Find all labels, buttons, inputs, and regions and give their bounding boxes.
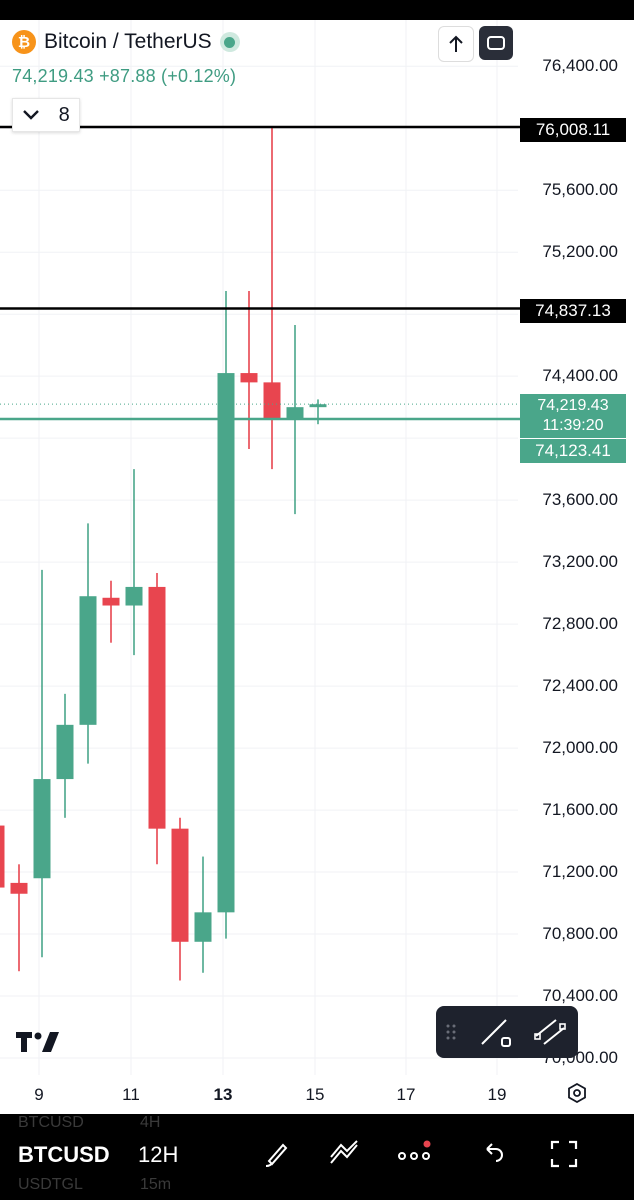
level-lines: [0, 125, 520, 421]
price-axis-label: 76,400.00: [542, 56, 618, 76]
price-axis-label: 72,800.00: [542, 614, 618, 634]
current-price-tag: 74,219.43 11:39:20: [520, 394, 626, 438]
price-axis-label: 70,800.00: [542, 924, 618, 944]
candle-body: [148, 586, 166, 829]
price-axis-label: 72,000.00: [542, 738, 618, 758]
fullscreen-icon[interactable]: [546, 1136, 582, 1172]
candle-body: [194, 912, 212, 942]
candle-countdown: 11:39:20: [542, 417, 604, 434]
expand-icon[interactable]: [479, 26, 513, 60]
timeframe-button[interactable]: 12H: [138, 1142, 179, 1167]
price-axis-label: 73,600.00: [542, 490, 618, 510]
time-label: 19: [487, 1085, 507, 1104]
more-icon[interactable]: [396, 1136, 432, 1172]
ghost-symbol: BTCUSD: [18, 1114, 84, 1131]
trend-line-icon[interactable]: [476, 1014, 512, 1050]
ghost-symbol: USDTGL: [18, 1176, 83, 1193]
arrow-up-icon[interactable]: [438, 26, 474, 62]
price-change: 74,219.43 +87.88 (+0.12%): [12, 66, 237, 86]
tradingview-logo: [16, 1030, 60, 1061]
indicator-count: 8: [58, 103, 70, 126]
status-bar: [0, 0, 634, 20]
ghost-timeframe: 4H: [140, 1114, 161, 1131]
symbol-header[interactable]: ₿ Bitcoin / TetherUS: [12, 30, 240, 54]
price-axis-label: 72,400.00: [542, 676, 618, 696]
candle-body: [125, 586, 143, 606]
candlestick-chart[interactable]: [0, 0, 634, 1114]
candle-body: [171, 828, 189, 942]
price-axis-label: 75,200.00: [542, 242, 618, 262]
candle-body: [263, 382, 281, 420]
level-high-tag: 76,008.11: [520, 118, 626, 142]
candles-group: [0, 126, 327, 981]
time-label: 11: [122, 1085, 140, 1104]
price-axis-label: 70,400.00: [542, 986, 618, 1006]
candle-body: [240, 373, 258, 383]
candle-body: [286, 407, 304, 420]
bitcoin-icon: ₿: [12, 30, 36, 54]
drag-handle-icon[interactable]: [446, 1022, 456, 1042]
candle-body: [56, 724, 74, 780]
price-axis-label: 74,400.00: [542, 366, 618, 386]
time-label: 15: [305, 1085, 325, 1104]
price-axis-label: 73,200.00: [542, 552, 618, 572]
price-axis-label: 71,600.00: [542, 800, 618, 820]
bottom-toolbar: BTCUSD 4H USDTGL 15m BTCUSD 12H: [0, 1114, 634, 1200]
pair-title[interactable]: Bitcoin / TetherUS: [44, 30, 212, 53]
parallel-channel-icon[interactable]: [532, 1014, 568, 1050]
market-open-icon: [219, 32, 240, 52]
drawing-tools-icon[interactable]: [326, 1136, 362, 1172]
candle-body: [79, 596, 97, 725]
drawing-toolbar[interactable]: [436, 1006, 578, 1058]
time-label: 9: [34, 1085, 44, 1104]
prev-close-tag: 74,123.41: [520, 439, 626, 463]
candle-body: [217, 373, 235, 913]
candle-body: [10, 882, 28, 894]
symbol-button[interactable]: BTCUSD: [18, 1142, 110, 1167]
price-axis-label: 71,200.00: [542, 862, 618, 882]
time-label: 17: [396, 1085, 416, 1104]
ghost-timeframe: 15m: [140, 1176, 172, 1193]
indicators-toggle-button[interactable]: 8: [12, 98, 80, 132]
candle-body: [102, 597, 120, 606]
settings-icon[interactable]: [567, 1082, 587, 1104]
price-axis-label: 75,600.00: [542, 180, 618, 200]
undo-icon[interactable]: [476, 1136, 512, 1172]
candle-body: [309, 404, 327, 408]
candle-body: [0, 825, 5, 888]
candle-body: [33, 779, 51, 879]
time-label: 13: [213, 1085, 233, 1104]
chevron-down-icon: [23, 110, 40, 120]
chart-grid: [0, 20, 518, 1075]
current-price: 74,219.43: [537, 397, 609, 414]
brush-icon[interactable]: [258, 1136, 294, 1172]
level-low-tag: 74,837.13: [520, 299, 626, 323]
